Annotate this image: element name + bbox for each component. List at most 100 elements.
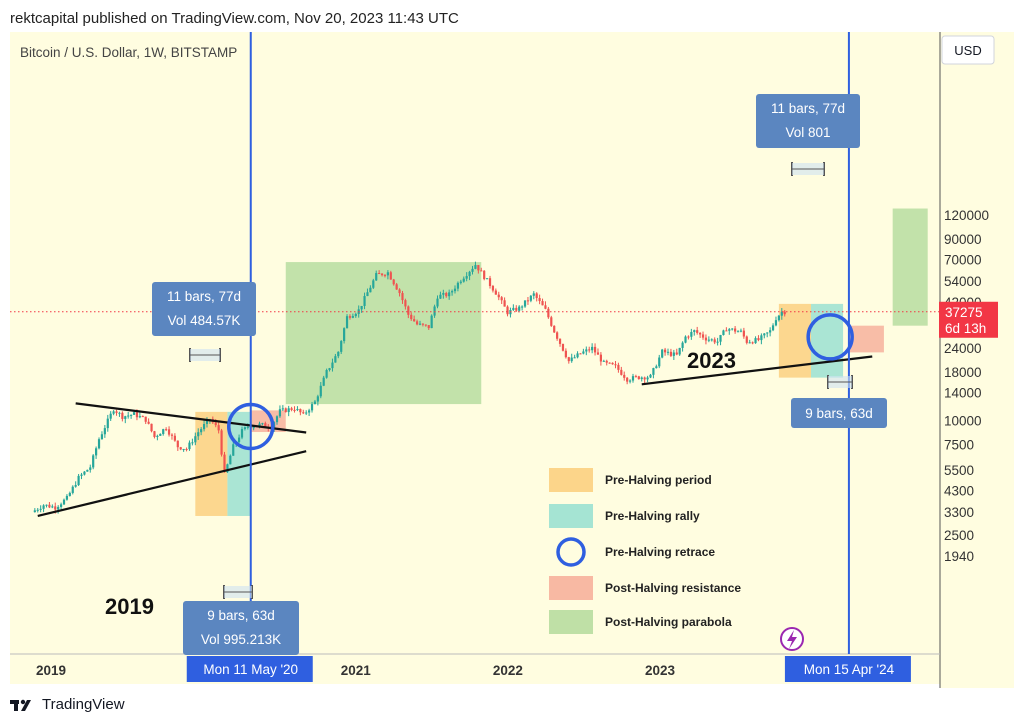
candle-body [310, 404, 314, 411]
candle-body [386, 272, 389, 276]
candle-body [95, 448, 98, 456]
candle-body [681, 342, 684, 348]
candle-body [465, 276, 468, 279]
candle-body [62, 499, 66, 505]
candle-body [380, 273, 384, 276]
candle-body [121, 412, 124, 419]
candle-body [45, 504, 48, 506]
candle-body [369, 287, 372, 293]
chart-container[interactable]: 11 bars, 77d Vol 484.57K 9 bars, 63d Vol 99… [10, 32, 1014, 688]
candle-body [646, 377, 649, 380]
measure-label-text: Vol 995.213K [201, 632, 281, 647]
candle-body [725, 330, 728, 332]
candle-body [232, 444, 235, 456]
candle-body [448, 292, 451, 297]
candle-body [675, 352, 678, 355]
candle-body [415, 321, 419, 325]
measure-label-text: 11 bars, 77d [167, 289, 241, 304]
candle-body [751, 342, 754, 344]
footer: TradingView [10, 696, 125, 713]
candle-body [556, 332, 559, 339]
candle-body [33, 510, 36, 513]
candle-body [378, 273, 381, 275]
candle-body [173, 435, 176, 441]
candle-body [719, 335, 722, 342]
candle-body [690, 331, 693, 337]
measure-bracket-2023-rally [827, 375, 853, 389]
halving-date-badge [186, 656, 313, 682]
candle-body [684, 336, 687, 343]
candle-body [115, 411, 118, 413]
candle-body [739, 330, 743, 332]
candle-body [39, 508, 42, 510]
candle-body [529, 295, 532, 301]
candle-body [305, 412, 308, 414]
y-tick-label: 10000 [944, 414, 982, 429]
candle-body [710, 339, 713, 341]
candle-body [661, 349, 664, 358]
candle-body [240, 429, 244, 438]
candle-body [558, 338, 562, 344]
candle-body [491, 285, 495, 291]
y-tick-label: 2500 [944, 528, 974, 543]
x-tick-label: 2021 [341, 663, 372, 678]
candle-body [156, 435, 159, 437]
candle-body [127, 415, 130, 417]
candle-body [389, 272, 392, 280]
candle-body [471, 268, 474, 272]
zone-post-halving-parabola [892, 208, 928, 326]
retrace-circle-icon [227, 402, 275, 451]
last-price-badge [939, 301, 998, 338]
trendline [37, 450, 307, 518]
measure-label-box [791, 398, 887, 428]
candle-body [243, 427, 247, 430]
candle-body [261, 423, 264, 425]
candle-body [582, 351, 585, 354]
legend-label: Post-Halving parabola [605, 615, 732, 629]
candle-body [763, 333, 766, 336]
candle-body [36, 509, 39, 511]
candle-body [480, 270, 483, 272]
candle-body [319, 385, 322, 397]
candle-body [523, 300, 527, 307]
candle-body [71, 486, 74, 493]
legend-swatch [549, 576, 593, 600]
candle-body [518, 306, 521, 311]
candle-body [97, 439, 101, 449]
currency-selector [941, 35, 995, 65]
currency-label[interactable]: USD [954, 43, 981, 58]
candle-body [620, 369, 623, 375]
legend: Pre-Halving period Pre-Halving rally Pre-H… [549, 468, 741, 634]
candle-body [459, 281, 462, 283]
candle-body [602, 360, 605, 362]
candle-body [617, 364, 620, 370]
candle-body [663, 349, 667, 353]
candle-body [477, 265, 480, 271]
candle-body [92, 455, 95, 468]
price-chart[interactable]: 11 bars, 77d Vol 484.57K 9 bars, 63d Vol 99… [10, 32, 1014, 688]
candle-body [707, 339, 710, 341]
candle-body [345, 316, 349, 329]
candle-body [138, 416, 141, 418]
candle-body [281, 408, 284, 410]
candle-body [771, 325, 775, 331]
candle-body [100, 434, 104, 440]
candle-body [284, 408, 287, 413]
x-tick-label: 2023 [645, 663, 676, 678]
candle-body [246, 426, 249, 428]
candle-body [439, 294, 442, 299]
candle-body [313, 401, 317, 405]
candle-body [766, 332, 769, 334]
candle-body [699, 332, 702, 335]
candle-body [652, 368, 655, 375]
candle-body [521, 306, 524, 308]
candle-body [605, 360, 608, 363]
candle-body [769, 330, 772, 333]
halving-date-label: Mon 15 Apr '24 [804, 662, 895, 677]
candle-body [734, 328, 737, 332]
measure-bracket-2023-pre [791, 162, 825, 176]
candle-body [497, 294, 500, 298]
candle-body [401, 293, 404, 301]
candle-body [278, 409, 282, 417]
measure-label: 9 bars, 63d [791, 398, 887, 428]
